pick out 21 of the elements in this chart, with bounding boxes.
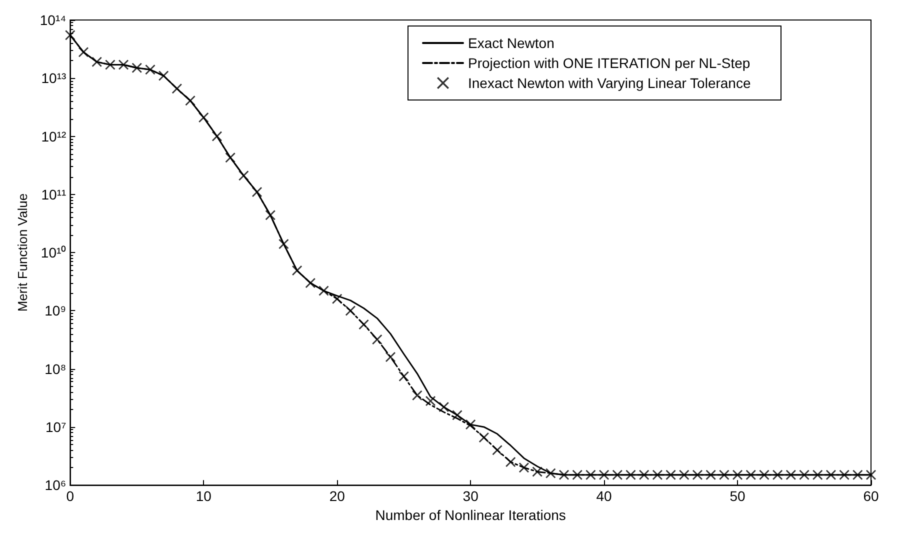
legend-label: Inexact Newton with Varying Linear Tolerance	[468, 75, 751, 91]
x-tick-label: 50	[730, 488, 746, 504]
x-tick-label: 20	[329, 488, 346, 504]
y-tick-label: 10¹⁰	[40, 244, 66, 261]
y-tick-label: 10⁸	[44, 360, 66, 377]
y-tick-label: 10⁹	[44, 302, 66, 319]
legend-label: Exact Newton	[468, 35, 554, 51]
y-tick-label: 10¹²	[41, 128, 66, 144]
x-tick-label: 10	[196, 488, 212, 504]
x-tick-label: 30	[462, 488, 479, 504]
y-axis-title: Merit Function Value	[15, 193, 30, 312]
x-tick-label: 60	[863, 488, 879, 504]
y-tick-label: 10⁷	[46, 418, 66, 435]
legend-label: Projection with ONE ITERATION per NL-Step	[468, 55, 750, 71]
x-tick-label: 0	[66, 488, 74, 504]
y-tick-label: 10¹³	[41, 70, 66, 86]
x-tick-label: 40	[596, 488, 612, 504]
y-tick-label: 10⁶	[44, 477, 66, 494]
y-tick-label: 10¹¹	[41, 186, 66, 202]
y-tick-label: 10¹⁴	[40, 12, 66, 28]
x-axis-title: Number of Nonlinear Iterations	[375, 507, 566, 523]
